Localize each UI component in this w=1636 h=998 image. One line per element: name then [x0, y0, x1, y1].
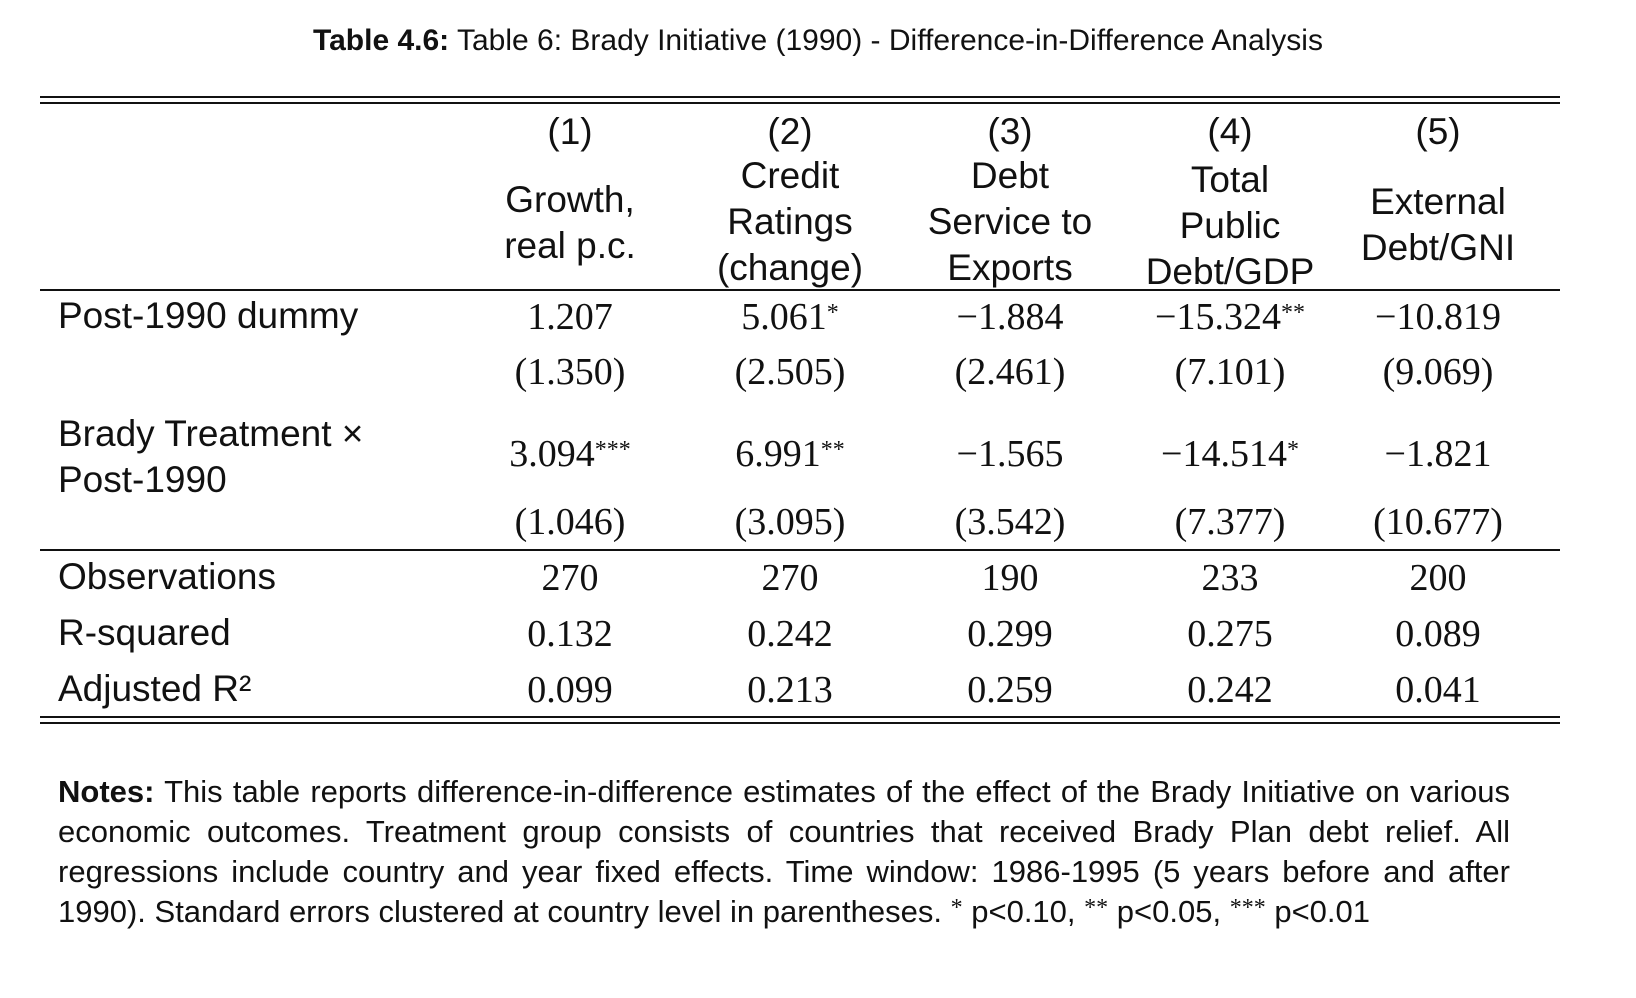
- coef-post-col-2: 5.061*: [741, 296, 839, 338]
- col-3-title-line-1: Debt: [970, 155, 1050, 196]
- col-2-number: (2): [767, 111, 813, 152]
- row-label-observations: Observations: [58, 556, 276, 597]
- col-3-title-line-2: Service to: [927, 201, 1093, 242]
- se-post-col-4: (7.101): [1174, 351, 1286, 393]
- se-brady-col-1: (1.046): [514, 501, 626, 543]
- coef-brady-col-3: −1.565: [956, 433, 1064, 475]
- col-1-number: (1): [547, 111, 593, 152]
- top-rule-2: [40, 102, 1560, 104]
- sig-mark-3: ***: [1229, 895, 1266, 921]
- sig-mark-1: *: [950, 895, 963, 921]
- bottom-rule-2: [40, 722, 1560, 724]
- obs-col-2: 270: [761, 557, 819, 599]
- notes-label: Notes:: [58, 774, 155, 809]
- r2-col-1: 0.132: [527, 613, 613, 655]
- adjr2-col-1: 0.099: [527, 669, 613, 711]
- col-1-title-line-2: real p.c.: [504, 225, 636, 266]
- adjr2-col-2: 0.213: [747, 669, 833, 711]
- col-5-title-line-1: External: [1370, 181, 1506, 222]
- obs-col-1: 270: [541, 557, 599, 599]
- col-1-title-line-1: Growth,: [505, 179, 635, 220]
- table-caption: Table 4.6: Table 6: Brady Initiative (19…: [0, 24, 1636, 58]
- se-post-col-3: (2.461): [954, 351, 1066, 393]
- col-2-title-line-2: Ratings: [727, 201, 853, 242]
- col-4-number: (4): [1207, 111, 1253, 152]
- col-5-title-line-2: Debt/GNI: [1360, 227, 1516, 268]
- coef-brady-col-5: −1.821: [1384, 433, 1492, 475]
- table-notes: Notes: This table reports difference-in-…: [58, 772, 1510, 932]
- r2-col-2: 0.242: [747, 613, 833, 655]
- col-2-title-line-1: Credit: [740, 155, 840, 196]
- header-rule: [40, 289, 1560, 291]
- col-4-title-line-1: Total: [1190, 159, 1270, 200]
- col-3-number: (3): [987, 111, 1033, 152]
- col-4-title-line-3: Debt/GDP: [1145, 251, 1315, 292]
- row-label-adjusted-r2: Adjusted R²: [58, 668, 252, 709]
- col-3-title-line-3: Exports: [947, 247, 1073, 288]
- se-brady-col-5: (10.677): [1373, 501, 1503, 543]
- col-2-title-line-3: (change): [716, 247, 864, 288]
- obs-col-5: 200: [1409, 557, 1467, 599]
- r2-col-3: 0.299: [967, 613, 1053, 655]
- adjr2-col-4: 0.242: [1187, 669, 1273, 711]
- se-post-col-2: (2.505): [734, 351, 846, 393]
- row-label-r-squared: R-squared: [58, 612, 231, 653]
- sig-text-3: p<0.01: [1274, 894, 1371, 929]
- bottom-rule-1: [40, 716, 1560, 718]
- coef-post-col-3: −1.884: [956, 296, 1064, 338]
- stats-rule: [40, 549, 1560, 551]
- coef-brady-col-2: 6.991**: [735, 433, 845, 475]
- col-5-number: (5): [1415, 111, 1461, 152]
- row-label-post-1990-dummy: Post-1990 dummy: [58, 295, 359, 336]
- row-label-brady-line-1: Brady Treatment ×: [58, 413, 364, 454]
- se-brady-col-2: (3.095): [734, 501, 846, 543]
- sig-mark-2: **: [1084, 895, 1109, 921]
- sig-text-1: p<0.10,: [971, 894, 1076, 929]
- adjr2-col-3: 0.259: [967, 669, 1053, 711]
- sig-text-2: p<0.05,: [1116, 894, 1222, 929]
- caption-title: Table 6: Brady Initiative (1990) - Diffe…: [456, 24, 1323, 57]
- se-brady-col-3: (3.542): [954, 501, 1066, 543]
- obs-col-3: 190: [981, 557, 1039, 599]
- coef-post-col-1: 1.207: [527, 296, 613, 338]
- coef-brady-col-1: 3.094***: [509, 433, 631, 475]
- r2-col-4: 0.275: [1187, 613, 1273, 655]
- caption-label: Table 4.6:: [313, 24, 450, 57]
- se-brady-col-4: (7.377): [1174, 501, 1286, 543]
- coef-brady-col-4: −14.514*: [1161, 433, 1299, 475]
- coef-post-col-4: −15.324**: [1155, 296, 1305, 338]
- notes-text: This table reports difference-in-differe…: [58, 774, 1510, 929]
- coef-post-col-5: −10.819: [1375, 296, 1501, 338]
- col-4-title-line-2: Public: [1179, 205, 1281, 246]
- se-post-col-5: (9.069): [1382, 351, 1494, 393]
- obs-col-4: 233: [1201, 557, 1259, 599]
- se-post-col-1: (1.350): [514, 351, 626, 393]
- row-label-brady-line-2: Post-1990: [58, 459, 227, 500]
- r2-col-5: 0.089: [1395, 613, 1481, 655]
- top-rule-1: [40, 96, 1560, 98]
- adjr2-col-5: 0.041: [1395, 669, 1481, 711]
